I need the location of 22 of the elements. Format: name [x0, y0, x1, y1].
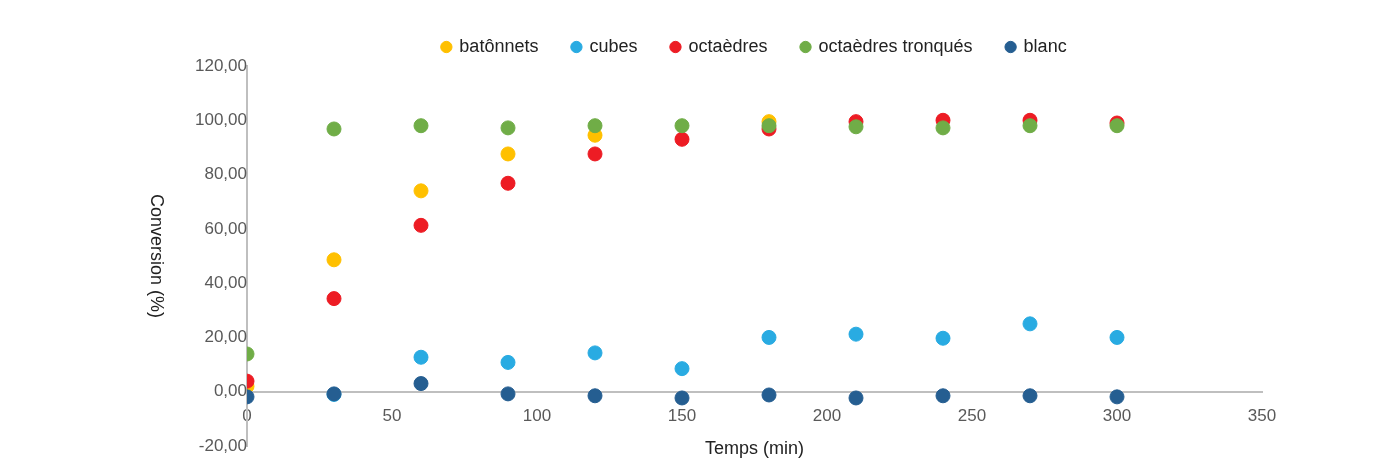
y-tick-label: -20,00 — [198, 435, 247, 455]
x-tick-label: 50 — [382, 405, 402, 425]
y-tick-label: 60,00 — [204, 218, 247, 238]
legend-label: blanc — [1023, 35, 1067, 56]
legend-label: octaèdres tronqués — [818, 35, 973, 56]
x-axis-title: Temps (min) — [704, 437, 805, 458]
y-tick-label: 120,00 — [195, 55, 247, 75]
y-tick-label: 20,00 — [204, 327, 247, 347]
x-tick-label: 200 — [812, 405, 842, 425]
x-tick-label: 250 — [957, 405, 987, 425]
y-tick-label: 0,00 — [213, 381, 247, 401]
legend-label: cubes — [589, 35, 638, 56]
y-tick-label: 100,00 — [195, 109, 247, 129]
x-tick-label: 150 — [667, 405, 697, 425]
legend-label: batônnets — [459, 35, 539, 56]
x-tick-label: 350 — [1247, 405, 1277, 425]
y-axis-title: Conversion (%) — [147, 193, 168, 319]
y-tick-label: 40,00 — [204, 272, 247, 292]
x-tick-label: 100 — [522, 405, 552, 425]
x-tick-label: 300 — [1102, 405, 1132, 425]
y-tick-label: 80,00 — [204, 164, 247, 184]
legend-label: octaèdres — [688, 35, 768, 56]
